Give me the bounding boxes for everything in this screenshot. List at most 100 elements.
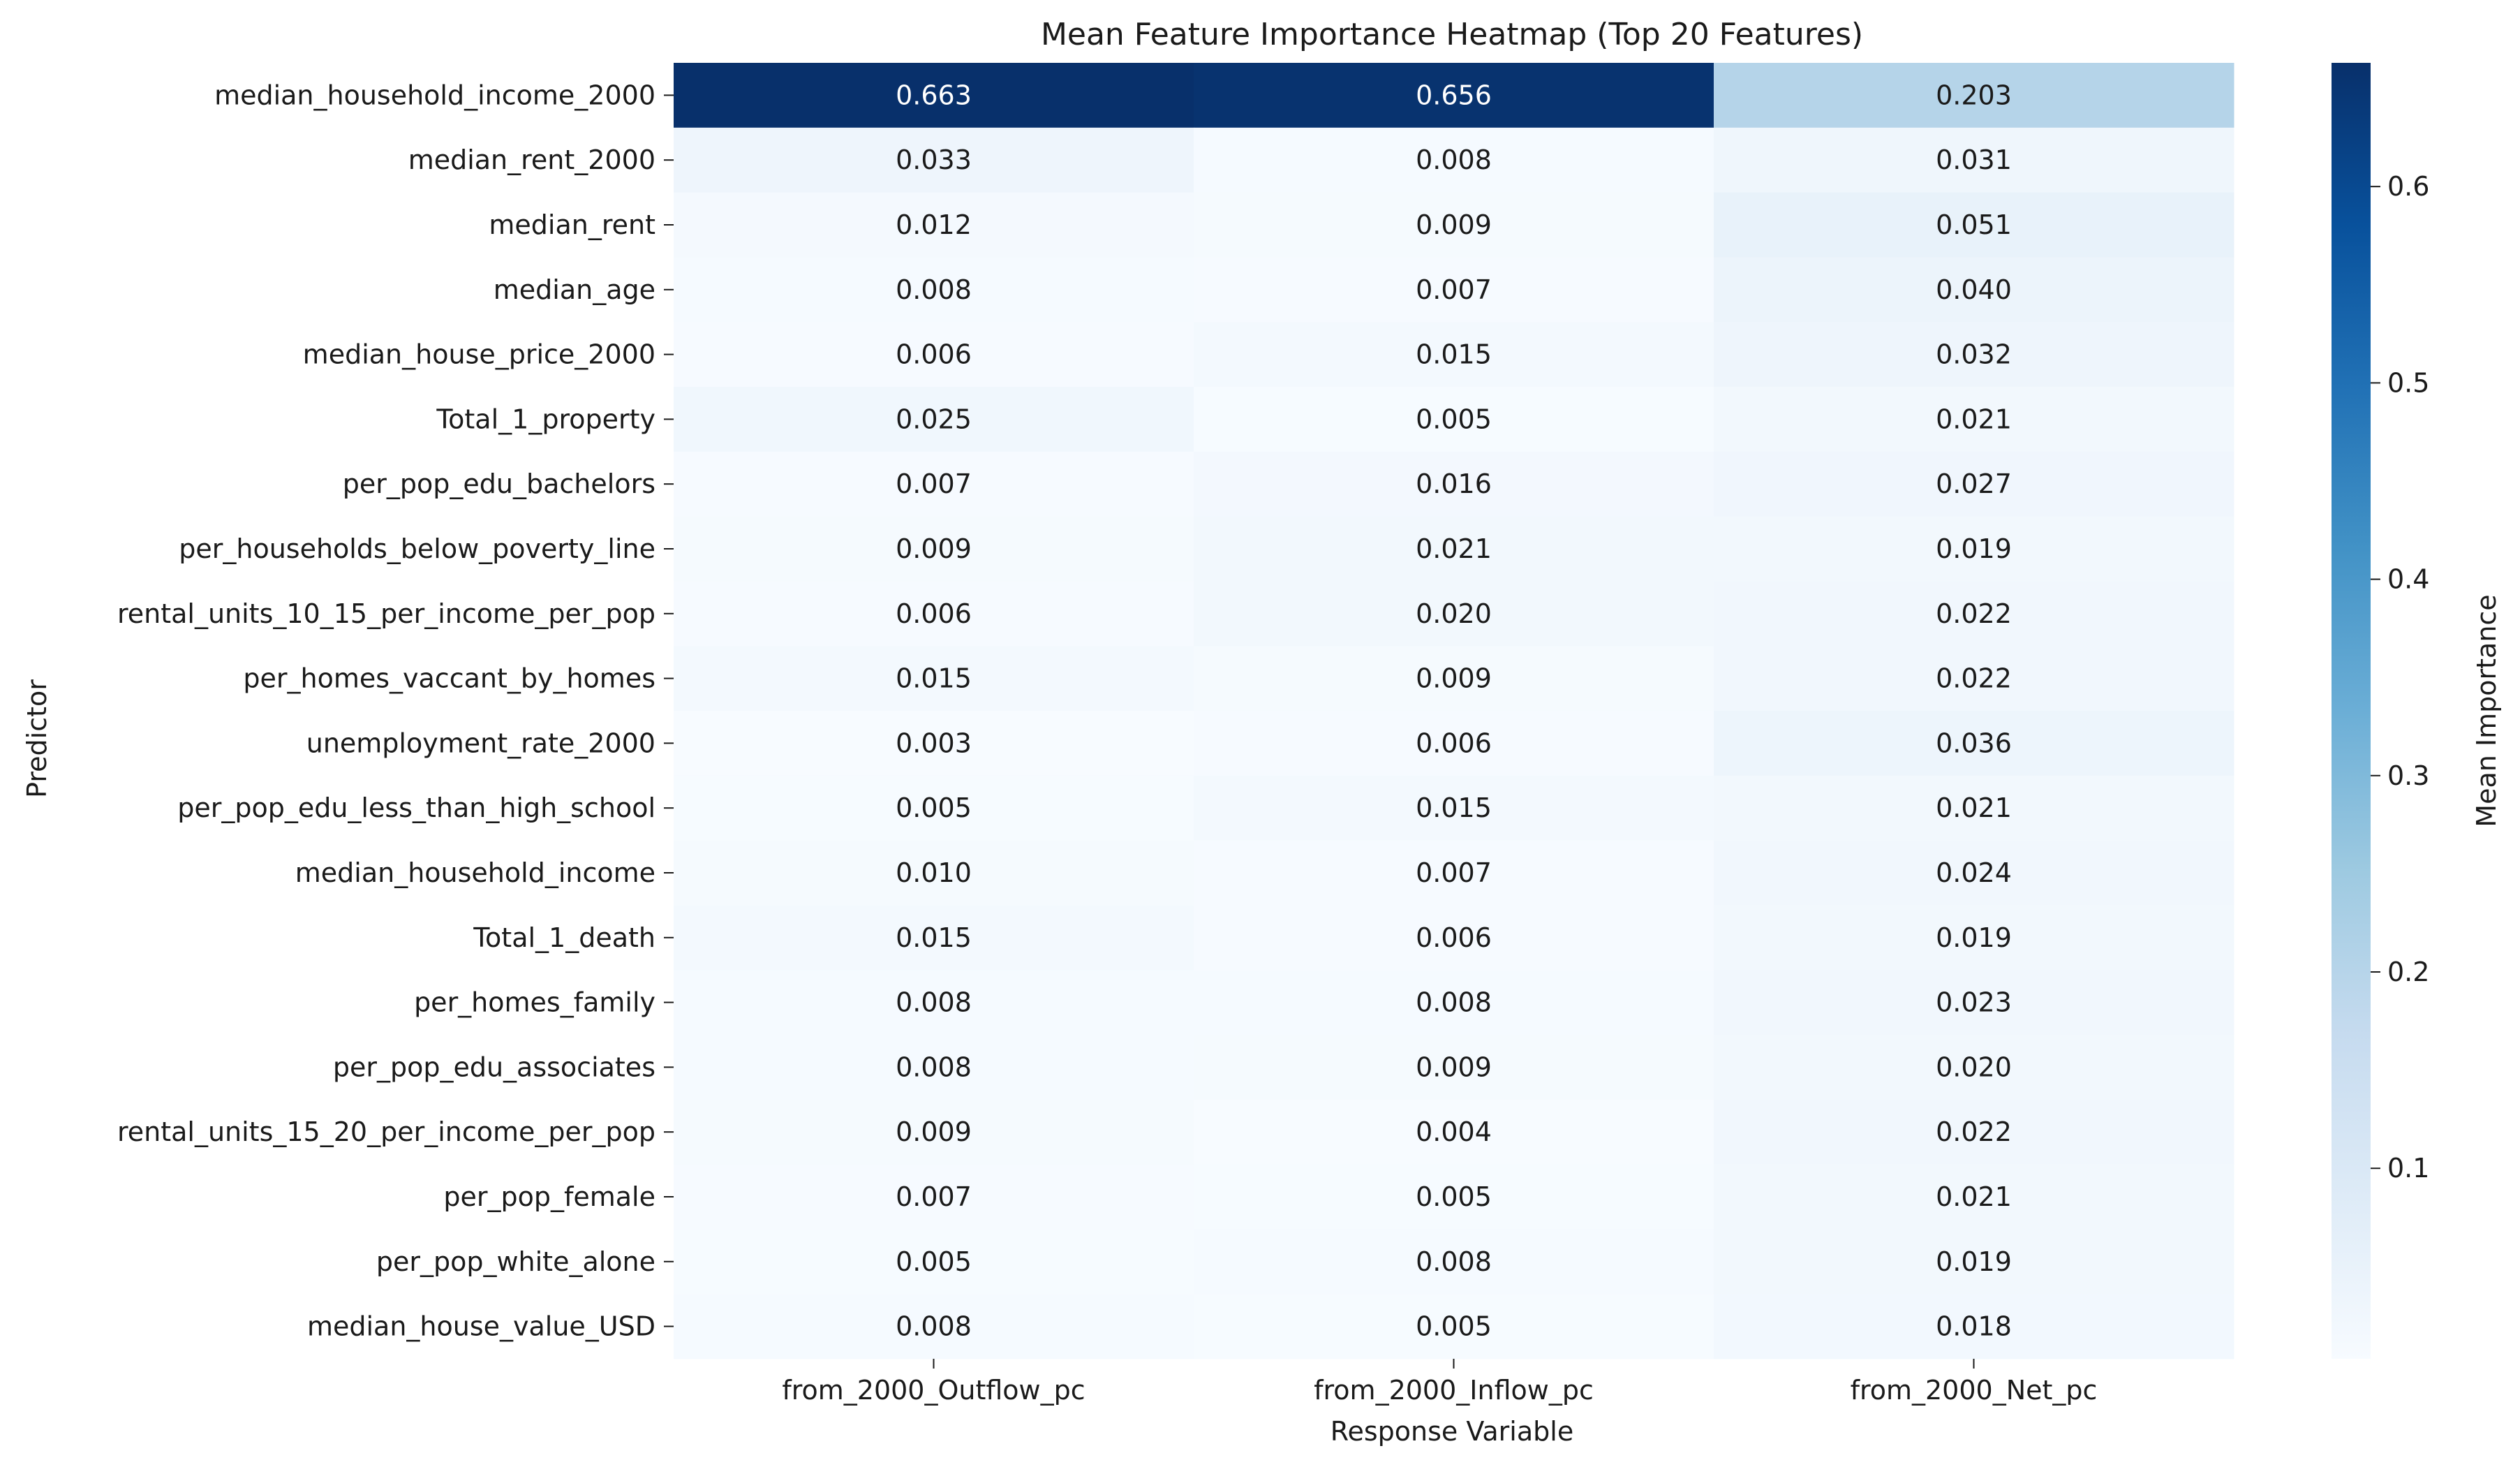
cell-value-label: 0.015 (896, 922, 972, 953)
y-tick-label: per_homes_family (414, 987, 655, 1018)
heatmap-cell (674, 322, 1194, 388)
heatmap-cell (674, 63, 1194, 128)
heatmap-cell (674, 581, 1194, 647)
heatmap-cell (674, 970, 1194, 1035)
heatmap-cell (1194, 63, 1714, 128)
cell-value-label: 0.008 (896, 1311, 972, 1342)
cell-value-label: 0.008 (896, 1052, 972, 1082)
colorbar-tick-label: 0.2 (2387, 957, 2429, 987)
heatmap-cell (674, 905, 1194, 971)
cell-value-label: 0.009 (1416, 1052, 1492, 1082)
cell-value-label: 0.005 (896, 793, 972, 823)
heatmap-cell (1194, 257, 1714, 323)
y-tick-label: median_rent_2000 (408, 145, 655, 175)
heatmap-cell (674, 516, 1194, 582)
cell-value-label: 0.007 (896, 469, 972, 499)
cell-value-label: 0.005 (896, 1246, 972, 1277)
colorbar-ticks: 0.1 0.2 0.3 0.4 0.5 0.6 (2371, 171, 2429, 1184)
cell-value-label: 0.009 (896, 1116, 972, 1147)
y-tick-label: median_house_price_2000 (303, 339, 655, 370)
cell-value-label: 0.656 (1416, 80, 1492, 110)
heatmap-cell (674, 1294, 1194, 1359)
cell-value-label: 0.022 (1936, 663, 2012, 694)
y-tick-label: per_pop_female (443, 1181, 655, 1212)
heatmap-cell (1194, 127, 1714, 193)
y-tick-label: per_pop_edu_associates (333, 1052, 655, 1082)
cell-value-label: 0.007 (896, 1181, 972, 1212)
cell-value-label: 0.024 (1936, 857, 2012, 888)
y-tick-label: per_pop_edu_less_than_high_school (177, 793, 655, 823)
y-tick-label: per_households_below_poverty_line (179, 533, 655, 564)
x-axis-ticks: from_2000_Outflow_pc from_2000_Inflow_pc f… (782, 1359, 2097, 1406)
cell-value-label: 0.040 (1936, 274, 2012, 305)
cell-value-label: 0.021 (1416, 533, 1492, 564)
heatmap-cell-labels: 0.663 0.656 0.203 0.033 0.008 0.031 0.012 0.009… (896, 80, 2012, 1341)
heatmap-cell (1194, 451, 1714, 517)
heatmap-cell (1714, 1229, 2234, 1295)
cell-value-label: 0.019 (1936, 922, 2012, 953)
cell-value-label: 0.006 (896, 339, 972, 370)
heatmap-cell (1194, 1229, 1714, 1295)
heatmap-cell (1714, 63, 2234, 128)
cell-value-label: 0.022 (1936, 598, 2012, 629)
heatmap-cell (674, 775, 1194, 841)
heatmap-cell (1714, 192, 2234, 258)
cell-value-label: 0.020 (1936, 1052, 2012, 1082)
cell-value-label: 0.009 (896, 533, 972, 564)
cell-value-label: 0.051 (1936, 209, 2012, 240)
heatmap-cell (674, 711, 1194, 776)
heatmap-cell (1194, 322, 1714, 388)
cell-value-label: 0.009 (1416, 209, 1492, 240)
heatmap-cell (1714, 127, 2234, 193)
cell-value-label: 0.008 (1416, 1246, 1492, 1277)
cell-value-label: 0.016 (1416, 469, 1492, 499)
cell-value-label: 0.021 (1936, 793, 2012, 823)
cell-value-label: 0.015 (1416, 793, 1492, 823)
y-tick-label: per_homes_vaccant_by_homes (243, 663, 655, 694)
cell-value-label: 0.012 (896, 209, 972, 240)
heatmap-cell (1714, 581, 2234, 647)
y-tick-label: median_household_income_2000 (214, 80, 655, 110)
heatmap-cell (1194, 1035, 1714, 1100)
cell-value-label: 0.006 (1416, 922, 1492, 953)
heatmap-cell (1194, 711, 1714, 776)
heatmap-cells (674, 63, 2234, 1359)
y-tick-label: median_household_income (295, 857, 655, 888)
cell-value-label: 0.032 (1936, 339, 2012, 370)
heatmap-cell (1194, 387, 1714, 452)
cell-value-label: 0.006 (1416, 728, 1492, 758)
y-tick-label: median_rent (489, 209, 655, 240)
heatmap-cell (674, 1099, 1194, 1165)
heatmap-cell (1194, 775, 1714, 841)
heatmap-cell (674, 387, 1194, 452)
heatmap-cell (1714, 970, 2234, 1035)
heatmap-cell (1194, 840, 1714, 906)
cell-value-label: 0.018 (1936, 1311, 2012, 1342)
cell-value-label: 0.033 (896, 145, 972, 175)
heatmap-cell (1714, 451, 2234, 517)
colorbar-tick-label: 0.1 (2387, 1153, 2429, 1184)
cell-value-label: 0.005 (1416, 1181, 1492, 1212)
heatmap-cell (1714, 840, 2234, 906)
x-axis-label: Response Variable (1331, 1416, 1573, 1447)
x-tick-label: from_2000_Net_pc (1851, 1375, 2098, 1406)
cell-value-label: 0.007 (1416, 857, 1492, 888)
cell-value-label: 0.020 (1416, 598, 1492, 629)
heatmap-cell (1714, 257, 2234, 323)
heatmap-cell (674, 257, 1194, 323)
heatmap-cell (674, 192, 1194, 258)
chart-title: Mean Feature Importance Heatmap (Top 20 … (1041, 17, 1863, 52)
heatmap-cell (1194, 192, 1714, 258)
cell-value-label: 0.005 (1416, 1311, 1492, 1342)
heatmap-cell (1714, 711, 2234, 776)
heatmap-cell (1714, 905, 2234, 971)
cell-value-label: 0.007 (1416, 274, 1492, 305)
heatmap-cell (1714, 516, 2234, 582)
cell-value-label: 0.023 (1936, 987, 2012, 1018)
y-tick-label: median_house_value_USD (307, 1311, 655, 1342)
cell-value-label: 0.008 (1416, 145, 1492, 175)
y-tick-label: per_pop_edu_bachelors (343, 469, 655, 499)
colorbar-tick-label: 0.6 (2387, 171, 2429, 202)
cell-value-label: 0.027 (1936, 469, 2012, 499)
